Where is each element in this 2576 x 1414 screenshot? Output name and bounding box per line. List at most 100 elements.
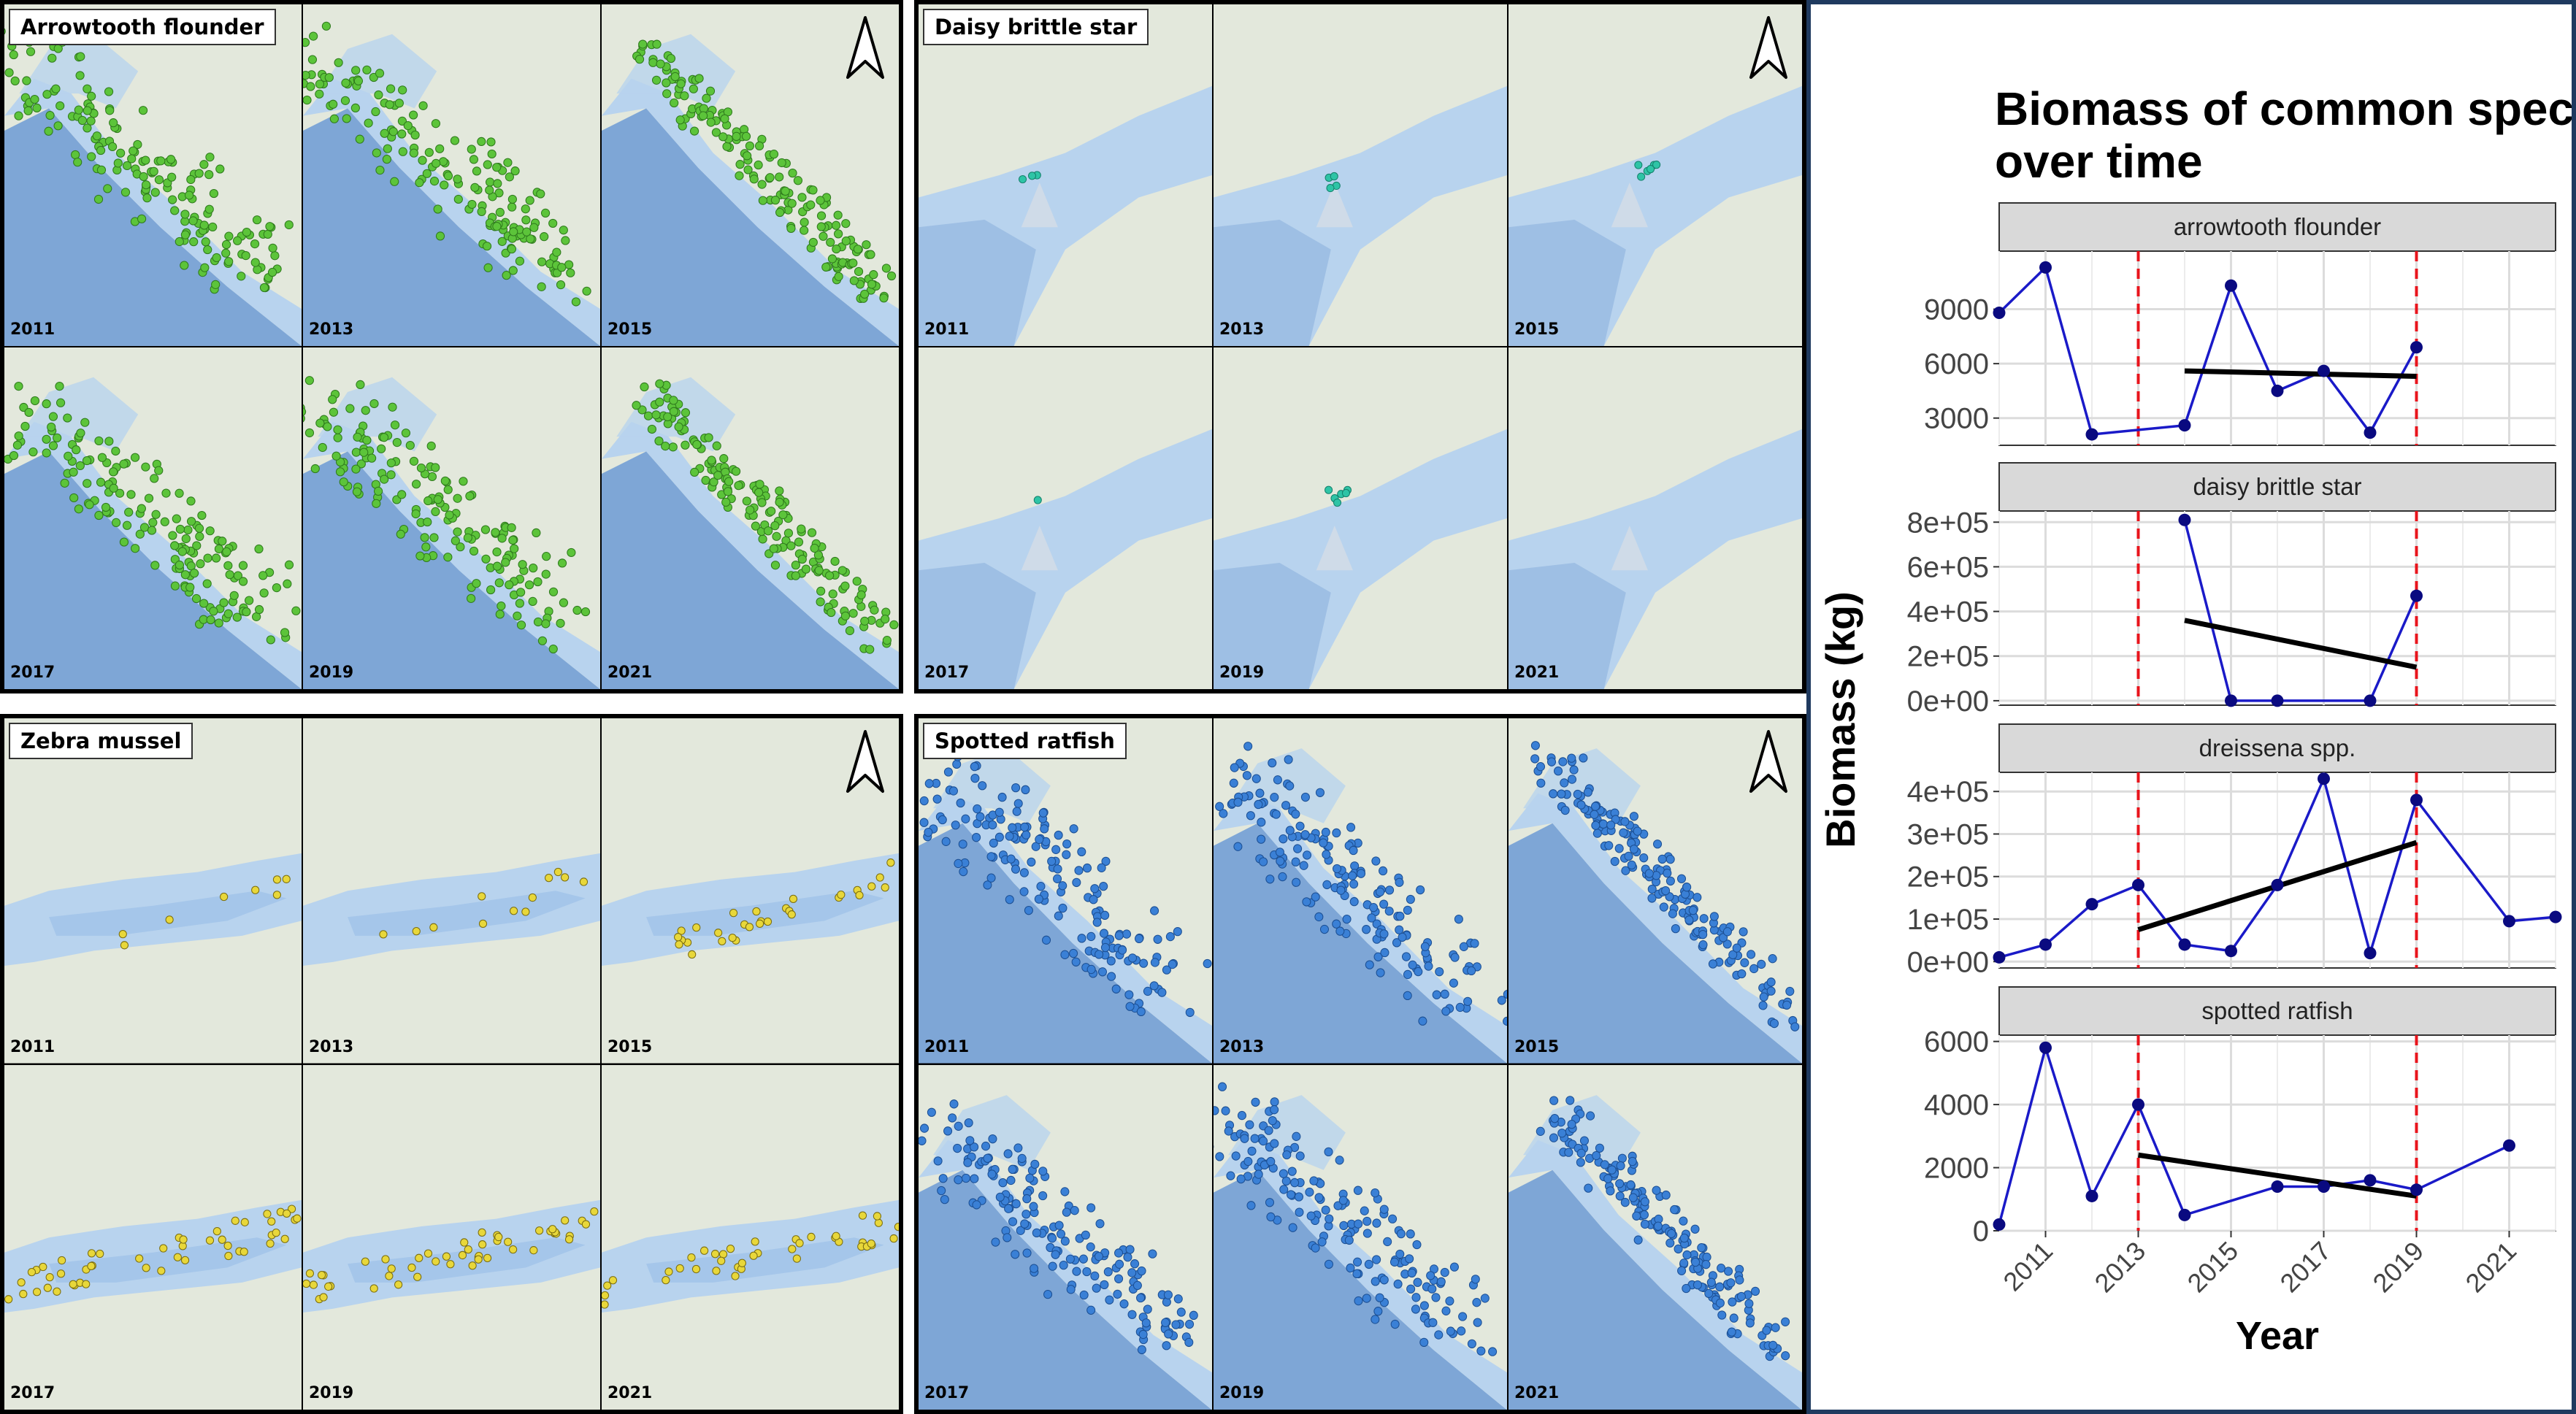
y-tick-label: 3000 bbox=[1924, 403, 1989, 435]
survey-point bbox=[1406, 894, 1415, 904]
survey-point bbox=[656, 59, 665, 69]
survey-point bbox=[1124, 990, 1134, 999]
survey-point bbox=[215, 164, 225, 174]
map-tile: 2011 bbox=[919, 4, 1212, 346]
survey-point bbox=[94, 510, 104, 520]
survey-point bbox=[27, 1267, 37, 1276]
x-tick-label: 2011 bbox=[1997, 1236, 2058, 1297]
survey-point bbox=[1667, 1229, 1676, 1238]
survey-point bbox=[445, 510, 454, 520]
survey-point bbox=[87, 1248, 96, 1258]
survey-point bbox=[943, 767, 953, 777]
survey-point bbox=[758, 196, 767, 205]
survey-point bbox=[1701, 1259, 1711, 1269]
survey-point bbox=[1013, 799, 1023, 808]
survey-point bbox=[1287, 1166, 1297, 1176]
survey-point bbox=[797, 524, 806, 534]
survey-point bbox=[103, 184, 112, 193]
survey-point bbox=[1341, 488, 1350, 498]
survey-point bbox=[602, 1291, 610, 1299]
survey-point bbox=[1215, 802, 1224, 811]
survey-point bbox=[692, 439, 702, 450]
survey-point bbox=[1069, 824, 1078, 834]
survey-point bbox=[92, 131, 101, 141]
survey-point bbox=[196, 559, 205, 569]
survey-point bbox=[135, 1253, 144, 1263]
survey-point bbox=[1003, 1232, 1012, 1242]
survey-point bbox=[702, 93, 711, 103]
survey-point bbox=[205, 526, 215, 536]
survey-point bbox=[870, 605, 879, 615]
survey-point bbox=[1488, 1346, 1498, 1356]
survey-point bbox=[1122, 929, 1132, 939]
survey-point bbox=[1138, 1329, 1148, 1339]
survey-point bbox=[497, 534, 507, 543]
survey-point bbox=[1245, 1120, 1254, 1129]
survey-point bbox=[478, 892, 486, 901]
survey-point bbox=[1233, 842, 1243, 851]
survey-point bbox=[1224, 1126, 1233, 1136]
survey-point bbox=[711, 128, 721, 137]
survey-point bbox=[763, 526, 773, 536]
survey-point bbox=[1728, 950, 1738, 959]
survey-point bbox=[10, 76, 20, 85]
map-tile: 2011 bbox=[4, 718, 302, 1064]
survey-point bbox=[377, 444, 386, 453]
survey-point bbox=[205, 1236, 215, 1245]
survey-point bbox=[82, 456, 92, 466]
survey-point bbox=[272, 891, 281, 899]
survey-point bbox=[129, 146, 138, 155]
data-point bbox=[2039, 938, 2052, 951]
survey-point bbox=[480, 525, 491, 534]
survey-point bbox=[704, 433, 713, 442]
survey-point bbox=[564, 1234, 574, 1243]
map-image bbox=[602, 718, 899, 1064]
survey-point bbox=[832, 244, 841, 254]
survey-point bbox=[1290, 1177, 1300, 1187]
survey-point bbox=[791, 571, 800, 580]
map-grid: 2011 2013 2015 2017 2019 2021 bbox=[919, 4, 1802, 689]
survey-point bbox=[889, 1234, 898, 1242]
survey-point bbox=[1221, 1106, 1230, 1115]
survey-point bbox=[1103, 1267, 1113, 1276]
map-panel-arrowtooth-flounder: Arrowtooth flounder 2011 2013 2015 2017 2019… bbox=[0, 0, 903, 693]
survey-point bbox=[536, 189, 545, 199]
survey-point bbox=[154, 175, 164, 185]
survey-point bbox=[375, 166, 385, 175]
survey-point bbox=[662, 89, 672, 99]
survey-point bbox=[1682, 1250, 1692, 1259]
survey-point bbox=[662, 78, 671, 88]
survey-point bbox=[1043, 1289, 1053, 1299]
survey-point bbox=[1435, 967, 1444, 977]
survey-point bbox=[813, 550, 824, 560]
survey-point bbox=[1665, 876, 1675, 886]
survey-point bbox=[579, 877, 589, 886]
survey-point bbox=[477, 207, 486, 217]
survey-point bbox=[787, 199, 797, 208]
survey-point bbox=[319, 1292, 328, 1302]
survey-point bbox=[209, 188, 219, 199]
survey-point bbox=[329, 114, 339, 123]
survey-point bbox=[1395, 1249, 1405, 1259]
survey-point bbox=[1766, 977, 1776, 987]
survey-point bbox=[755, 480, 764, 489]
survey-point bbox=[1336, 885, 1346, 895]
survey-point bbox=[383, 144, 392, 153]
survey-point bbox=[1549, 1095, 1559, 1105]
survey-point bbox=[1749, 964, 1759, 974]
survey-point bbox=[1684, 915, 1694, 925]
survey-point bbox=[1035, 834, 1044, 845]
survey-point bbox=[124, 507, 134, 517]
survey-point bbox=[1314, 1192, 1324, 1202]
survey-point bbox=[540, 232, 549, 242]
survey-point bbox=[763, 917, 773, 926]
survey-point bbox=[429, 923, 438, 931]
survey-point bbox=[223, 561, 233, 570]
survey-point bbox=[1027, 857, 1036, 867]
survey-point bbox=[45, 1272, 54, 1281]
facet-panel: spotted ratfish 0 2000 4000 6000 bbox=[1924, 986, 2556, 1248]
survey-point bbox=[561, 873, 570, 882]
survey-point bbox=[924, 827, 933, 837]
survey-point bbox=[1031, 842, 1040, 851]
survey-point bbox=[515, 599, 524, 608]
